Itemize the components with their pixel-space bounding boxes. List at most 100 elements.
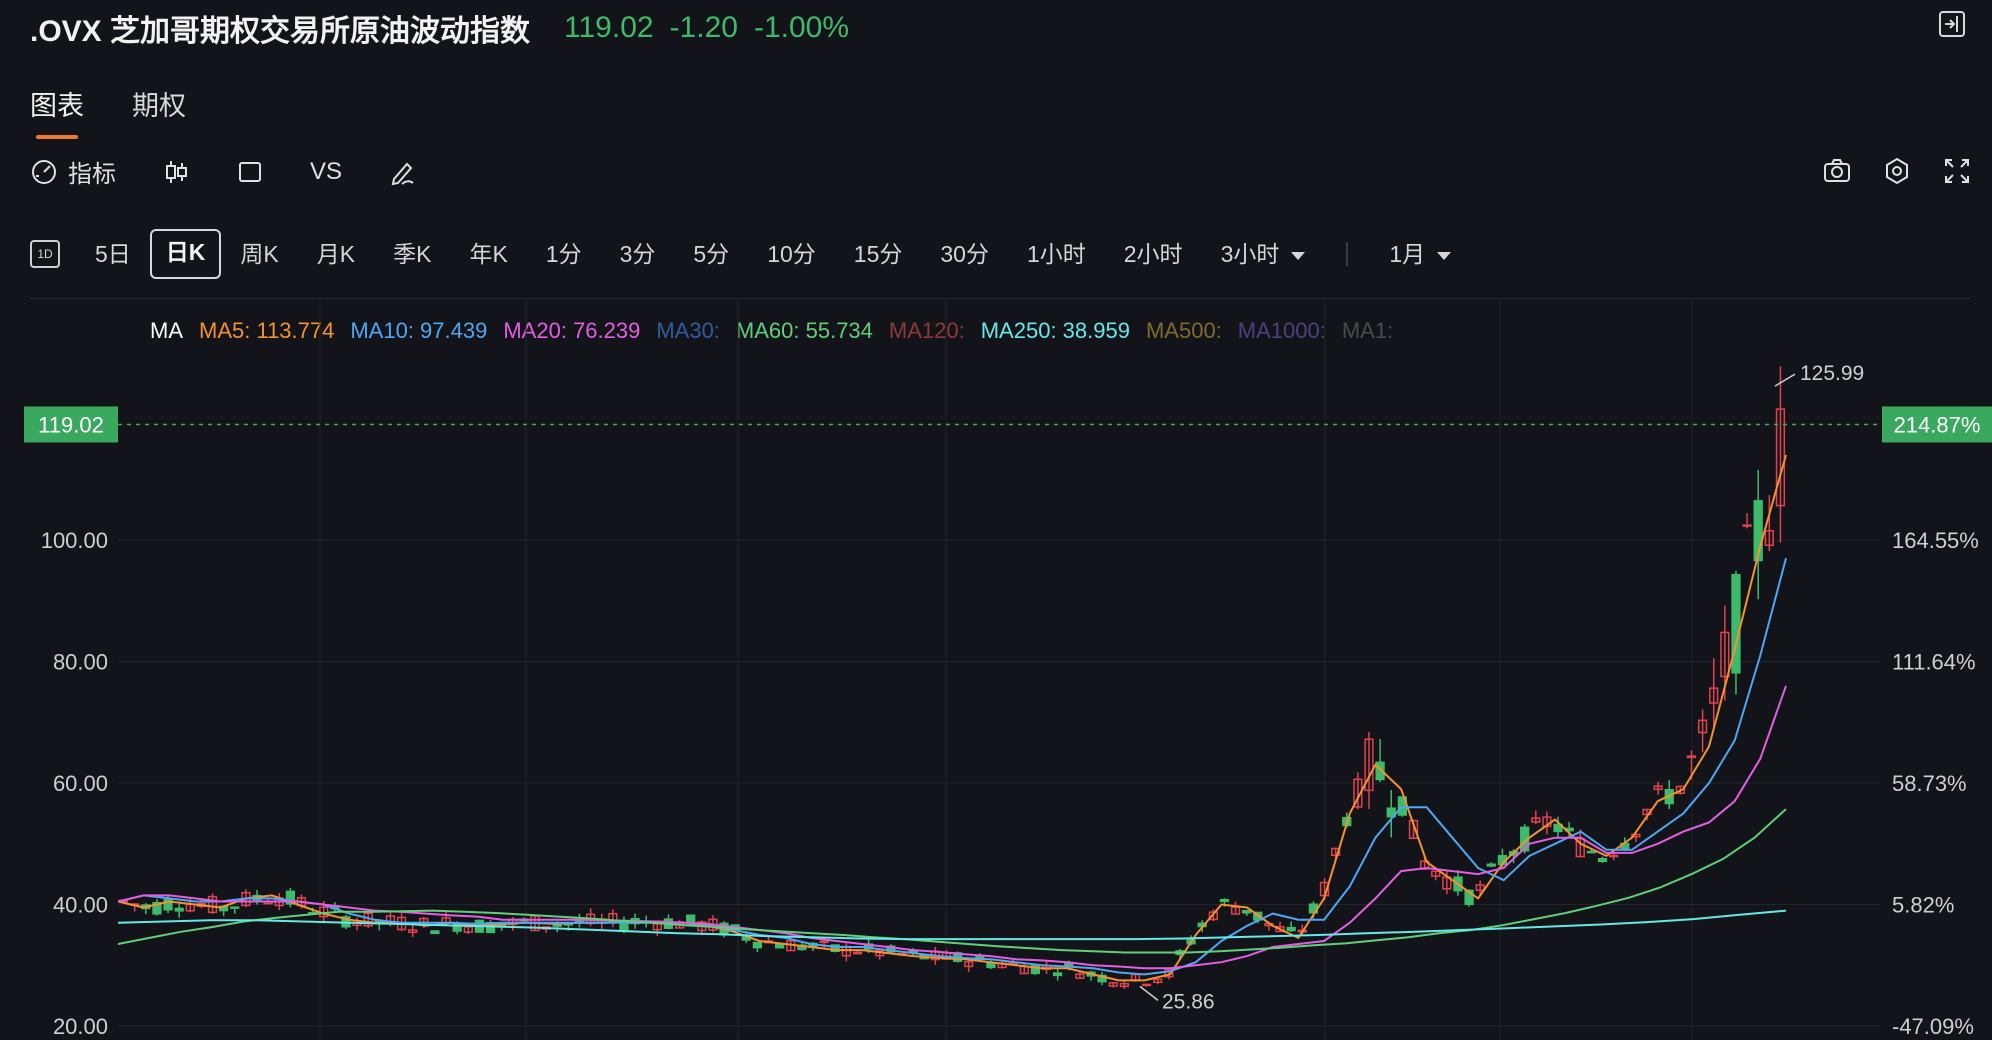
high-annotation-leader [1774, 373, 1796, 387]
ma-legend-ma30: MA30: [656, 318, 720, 343]
candle-body [285, 890, 296, 905]
candle-body [1164, 968, 1174, 978]
ma-legend-ma10: MA10: 97.439 [350, 318, 488, 343]
period-1min[interactable]: 1分 [545, 241, 582, 267]
candle-body [1653, 785, 1663, 791]
compare-button[interactable]: VS [310, 157, 343, 185]
period-quarterly-k[interactable]: 季K [393, 241, 432, 267]
candle-body [1208, 911, 1218, 921]
y-axis-right-tick: -47.09% [1892, 1014, 1974, 1039]
period-1h[interactable]: 1小时 [1026, 241, 1086, 267]
d1-icon[interactable]: 1D [30, 240, 60, 268]
candle-body [1230, 906, 1241, 915]
candle-body [819, 940, 829, 944]
ma-line-ma10 [117, 557, 1787, 976]
y-axis-right-tick: 5.82% [1892, 893, 1954, 918]
candle-body [1030, 965, 1041, 975]
gauge-icon [32, 159, 56, 184]
layout-button[interactable] [236, 158, 264, 186]
candle-body [774, 943, 785, 949]
candle-body [1608, 854, 1619, 858]
camera-icon[interactable] [1822, 156, 1852, 186]
candle-body [1075, 973, 1085, 979]
period-2h[interactable]: 2小时 [1123, 241, 1183, 267]
range-dropdown[interactable]: 1月 [1370, 231, 1470, 277]
period-divider [1346, 242, 1349, 266]
current-pct-tag-label: 214.87% [1894, 412, 1981, 437]
candle-body [1675, 785, 1686, 794]
current-price-tag [24, 406, 118, 443]
ma-legend-ma1000: MA1000: [1237, 318, 1326, 343]
period-selector: 1D 5日 日K 周K 月K 季K 年K 1分 3分 5分 10分 15分 30… [30, 229, 1470, 279]
candle-body [463, 926, 473, 933]
right-toolbar [1822, 156, 1972, 186]
header: .OVX 芝加哥期权交易所原油波动指数 119.02 -1.20 -1.00% [30, 6, 865, 50]
ma-legend-ma500: MA500: [1145, 318, 1222, 343]
period-more-dropdown[interactable]: 3小时 [1202, 231, 1325, 277]
candle-body [552, 924, 562, 927]
candle-body [1764, 530, 1774, 547]
y-axis-left-tick: 60.00 [53, 771, 108, 796]
candle-body [1108, 982, 1118, 987]
main-tabs: 图表 期权 [30, 84, 186, 139]
candlestick-button[interactable] [162, 158, 190, 186]
ma-legend-title[interactable]: MA [150, 318, 183, 343]
candle-body [1531, 817, 1541, 823]
indicator-button[interactable]: 指标 [30, 154, 116, 189]
period-10min[interactable]: 10分 [767, 241, 816, 267]
instrument-title: .OVX 芝加哥期权交易所原油波动指数 [30, 15, 531, 48]
candle-body [1475, 884, 1485, 891]
ma-line-ma5 [117, 454, 1787, 982]
candle-body [1553, 823, 1563, 833]
candle-body [1742, 524, 1752, 527]
candle-body [1697, 719, 1708, 734]
fullscreen-icon[interactable] [1942, 156, 1972, 186]
current-price-tag-label: 119.02 [38, 412, 104, 437]
candle-body [174, 907, 184, 912]
candle-body [1709, 687, 1719, 704]
period-15min[interactable]: 15分 [853, 241, 903, 267]
period-30min[interactable]: 30分 [940, 241, 989, 267]
candle-body [1353, 778, 1363, 808]
exit-icon[interactable] [1938, 10, 1966, 38]
tab-chart[interactable]: 图表 [30, 84, 84, 139]
candle-body [1242, 909, 1252, 914]
draw-button[interactable] [388, 157, 418, 187]
candle-body [1097, 974, 1107, 983]
candlestick-icon [166, 160, 187, 183]
candle-body [1753, 500, 1763, 562]
candle-body [408, 929, 418, 934]
y-axis-left-tick: 80.00 [53, 650, 108, 675]
candle-body [1375, 761, 1385, 781]
candle-body [163, 898, 173, 911]
ma-legend: MA MA5: 113.774 MA10: 97.439 MA20: 76.23… [150, 318, 1393, 344]
y-axis-left-tick: 100.00 [41, 528, 108, 553]
candle-body [1064, 963, 1074, 966]
pen-icon [391, 162, 414, 185]
candle-body [152, 901, 162, 915]
ma-legend-ma5: MA5: 113.774 [199, 318, 335, 343]
y-axis-left-tick: 20.00 [53, 1014, 108, 1039]
high-annotation: 125.99 [1800, 362, 1864, 385]
period-monthly-k[interactable]: 月K [316, 241, 356, 267]
candle-body [207, 895, 218, 914]
tab-options[interactable]: 期权 [132, 91, 186, 121]
period-3min[interactable]: 3分 [619, 241, 656, 267]
candle-body [430, 930, 440, 935]
price-change-percent: -1.00% [753, 11, 850, 44]
period-yearly-k[interactable]: 年K [469, 241, 508, 267]
candle-body [1219, 898, 1230, 903]
period-5min[interactable]: 5分 [693, 241, 730, 267]
period-weekly-k[interactable]: 周K [240, 241, 279, 267]
settings-icon[interactable] [1882, 156, 1912, 186]
candle-body [852, 951, 863, 955]
candle-body [230, 906, 240, 909]
period-daily-k[interactable]: 日K [149, 229, 222, 279]
period-5d[interactable]: 5日 [95, 241, 131, 267]
candle-body [1386, 807, 1396, 818]
low-annotation-leader [1139, 985, 1159, 1001]
candle-body [1141, 983, 1152, 987]
candle-body [1486, 863, 1496, 867]
y-axis-left-tick: 40.00 [53, 893, 108, 918]
